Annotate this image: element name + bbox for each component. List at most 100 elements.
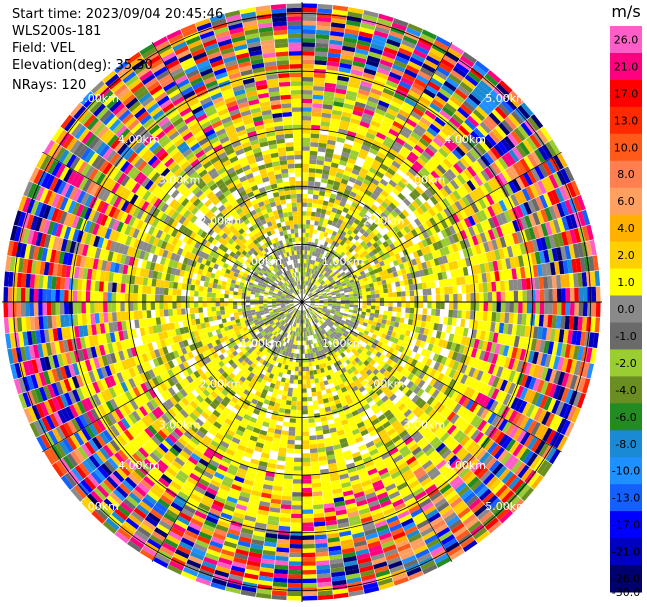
velocity-gate	[302, 418, 309, 424]
velocity-gate	[290, 531, 302, 536]
velocity-gate	[325, 326, 330, 331]
velocity-gate	[418, 302, 424, 309]
velocity-gate	[415, 185, 424, 195]
velocity-gate	[316, 230, 321, 236]
velocity-gate	[568, 244, 576, 259]
velocity-gate	[386, 205, 394, 214]
velocity-gate	[475, 142, 487, 155]
velocity-gate	[371, 375, 379, 383]
velocity-gate	[307, 189, 314, 195]
velocity-gate	[308, 181, 315, 186]
velocity-gate	[510, 90, 524, 105]
velocity-gate	[327, 201, 334, 208]
velocity-gate	[384, 112, 396, 121]
velocity-gate	[528, 376, 537, 390]
velocity-gate	[557, 371, 566, 386]
velocity-gate	[388, 148, 399, 157]
velocity-gate	[587, 302, 592, 317]
velocity-gate	[302, 595, 318, 601]
velocity-gate	[314, 295, 319, 298]
velocity-gate	[362, 178, 371, 186]
velocity-gate	[431, 308, 436, 316]
velocity-gate	[354, 319, 360, 324]
velocity-gate	[325, 237, 330, 243]
velocity-gate	[452, 443, 463, 455]
velocity-gate	[392, 326, 399, 333]
velocity-gate	[450, 203, 460, 213]
velocity-gate	[331, 332, 336, 338]
velocity-gate	[285, 461, 294, 467]
velocity-gate	[473, 320, 479, 330]
velocity-gate	[357, 354, 364, 360]
velocity-gate	[473, 482, 486, 495]
velocity-gate	[530, 338, 538, 351]
velocity-gate	[389, 191, 398, 199]
velocity-gate	[350, 118, 361, 125]
velocity-gate	[431, 288, 436, 295]
velocity-gate	[327, 135, 337, 142]
velocity-gate	[346, 130, 357, 138]
velocity-gate	[354, 269, 360, 275]
velocity-gate	[323, 297, 328, 300]
velocity-gate	[375, 132, 387, 140]
velocity-gate	[435, 442, 446, 453]
velocity-gate	[309, 288, 313, 292]
velocity-gate	[365, 369, 373, 376]
velocity-gate	[404, 312, 410, 319]
velocity-gate	[356, 204, 364, 212]
velocity-gate	[302, 42, 315, 47]
velocity-gate	[416, 41, 432, 52]
velocity-gate	[401, 291, 406, 297]
velocity-gate	[412, 406, 421, 415]
velocity-gate	[325, 311, 331, 315]
velocity-gate	[312, 491, 323, 497]
velocity-gate	[360, 116, 372, 125]
velocity-gate	[351, 212, 359, 219]
velocity-gate	[317, 292, 322, 295]
velocity-gate	[383, 306, 389, 311]
velocity-gate	[560, 419, 571, 435]
velocity-gate	[514, 192, 524, 205]
velocity-gate	[479, 292, 484, 302]
velocity-gate	[323, 271, 328, 277]
velocity-gate	[517, 190, 528, 203]
velocity-gate	[375, 170, 385, 179]
velocity-gate	[358, 339, 364, 346]
velocity-gate	[520, 467, 533, 482]
velocity-gate	[329, 271, 335, 276]
velocity-gate	[370, 324, 377, 330]
velocity-gate	[309, 159, 317, 165]
velocity-gate	[507, 93, 521, 108]
velocity-gate	[366, 350, 372, 357]
velocity-gate	[388, 220, 396, 229]
velocity-gate	[382, 370, 390, 378]
velocity-gate	[452, 334, 459, 344]
velocity-gate	[398, 322, 404, 329]
velocity-gate	[305, 370, 310, 376]
velocity-gate	[312, 274, 316, 279]
velocity-gate	[302, 436, 310, 441]
velocity-gate	[519, 448, 531, 462]
velocity-gate	[455, 464, 468, 476]
velocity-gate	[568, 316, 575, 330]
velocity-gate	[443, 184, 453, 195]
velocity-gate	[572, 196, 582, 212]
velocity-gate	[353, 218, 361, 225]
velocity-gate	[408, 151, 419, 161]
velocity-gate	[368, 224, 376, 232]
velocity-gate	[576, 195, 586, 211]
velocity-gate	[414, 45, 430, 55]
velocity-gate	[494, 249, 501, 261]
velocity-gate	[408, 284, 414, 291]
velocity-gate	[527, 390, 537, 404]
velocity-gate	[281, 395, 288, 401]
velocity-gate	[335, 319, 341, 324]
velocity-gate	[467, 458, 479, 470]
velocity-gate	[332, 256, 338, 262]
velocity-gate	[498, 487, 511, 501]
velocity-gate	[284, 465, 294, 471]
velocity-gate	[322, 276, 327, 281]
velocity-gate	[447, 350, 455, 360]
velocity-gate	[345, 184, 353, 192]
velocity-gate	[424, 210, 433, 220]
